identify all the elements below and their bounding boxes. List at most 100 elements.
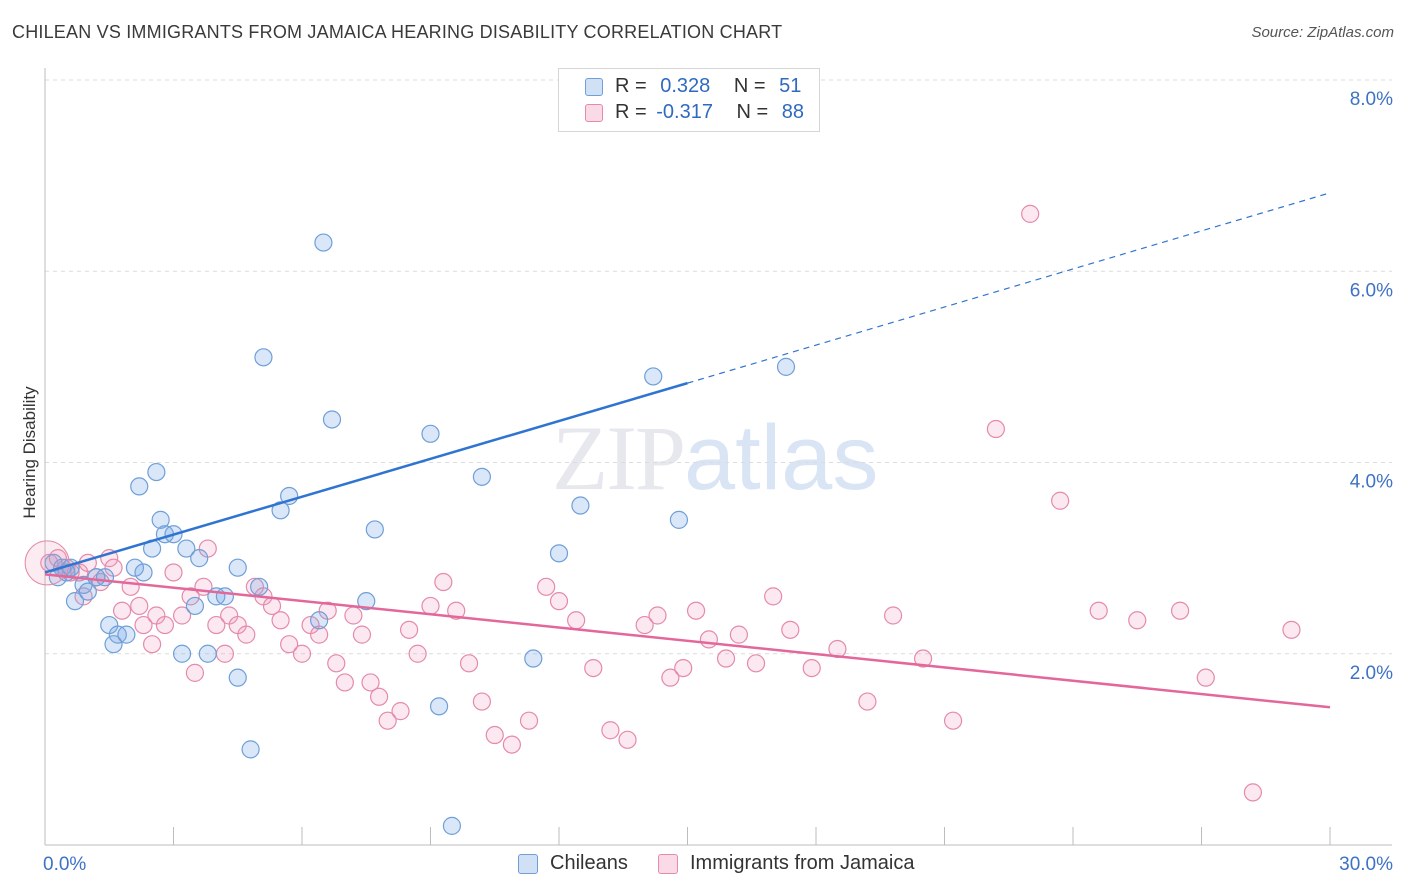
jamaica-point <box>421 596 440 616</box>
chileans-trend-line <box>44 381 688 574</box>
jamaica-point <box>310 625 329 644</box>
jamaica-point <box>207 615 226 635</box>
jamaica-point <box>280 635 299 654</box>
jamaica-point <box>142 635 162 654</box>
chileans-point <box>147 462 166 482</box>
jamaica-point <box>134 615 153 635</box>
chileans-point <box>151 510 170 529</box>
jamaica-point <box>1089 601 1108 620</box>
jamaica-point <box>447 601 466 620</box>
jamaica-point <box>781 620 800 639</box>
y-tick-label: 4.0% <box>1350 472 1393 493</box>
jamaica-point <box>519 711 539 730</box>
n-label: N = <box>733 75 766 97</box>
chart-title: CHILEAN VS IMMIGRANTS FROM JAMAICA HEARI… <box>12 22 783 42</box>
jamaica-point <box>686 601 706 620</box>
jamaica-trend-line <box>44 573 1331 709</box>
jamaica-point <box>24 540 70 586</box>
chileans-trend-extension <box>687 192 1331 384</box>
jamaica-point <box>237 625 256 644</box>
jamaica-point <box>352 625 372 644</box>
chileans-point <box>357 592 376 611</box>
jamaica-point <box>502 735 521 754</box>
chileans-point <box>250 577 269 596</box>
x-tick-label: 30.0% <box>1339 854 1393 875</box>
watermark: ZIPatlas <box>552 405 878 511</box>
jamaica-point <box>618 730 637 749</box>
jamaica-point <box>943 711 963 730</box>
jamaica-point <box>986 419 1006 439</box>
jamaica-point <box>1128 611 1147 630</box>
jamaica-point <box>729 625 749 644</box>
jamaica-point <box>185 663 205 682</box>
jamaica-point <box>746 654 766 673</box>
chileans-point <box>365 520 384 539</box>
chileans-point <box>241 740 260 759</box>
jamaica-point <box>537 577 556 596</box>
chileans-point <box>177 539 196 558</box>
jamaica-point <box>399 620 419 639</box>
jamaica-point <box>378 711 397 730</box>
chileans-point <box>254 348 273 367</box>
y-tick-label: 6.0% <box>1350 280 1393 301</box>
y-axis-label: Hearing Disability <box>20 386 39 519</box>
jamaica-point <box>335 673 354 692</box>
chileans-point <box>644 367 663 386</box>
chileans-point <box>549 544 569 563</box>
r-label: R = <box>615 101 647 123</box>
jamaica-point <box>1051 491 1070 510</box>
jamaica-point <box>635 615 654 635</box>
y-tick-label: 8.0% <box>1350 89 1393 110</box>
jamaica-point <box>155 615 175 635</box>
chileans-point <box>421 424 440 443</box>
chileans-point <box>322 410 342 429</box>
jamaica-point <box>764 587 783 606</box>
jamaica-point <box>1021 204 1040 223</box>
jamaica-point <box>434 572 453 592</box>
n-value: 88 <box>781 101 805 123</box>
stats-legend: R = 0.328 N = 51 R = -0.317 N = 88 <box>558 68 820 132</box>
chileans-point <box>185 596 205 616</box>
chileans-point <box>442 816 462 835</box>
jamaica-point <box>567 611 586 630</box>
chileans-point <box>130 477 149 496</box>
jamaica-point <box>1170 601 1190 620</box>
chileans-point <box>429 697 449 716</box>
jamaica-swatch <box>658 854 678 874</box>
x-tick-label: 0.0% <box>43 854 86 875</box>
jamaica-point <box>648 606 667 625</box>
chileans-point <box>571 496 590 515</box>
jamaica-point <box>716 649 736 668</box>
jamaica-point <box>164 563 183 582</box>
jamaica-point <box>459 654 479 673</box>
jamaica-point <box>601 721 620 740</box>
jamaica-point <box>130 596 149 616</box>
jamaica-point <box>883 606 903 625</box>
jamaica-point <box>271 611 290 630</box>
jamaica-point <box>858 692 877 711</box>
jamaica-point <box>112 601 132 620</box>
series-legend: Chileans Immigrants from Jamaica <box>0 852 1406 878</box>
jamaica-point <box>172 606 192 625</box>
chileans-swatch <box>518 854 538 874</box>
jamaica-point <box>344 606 363 625</box>
n-label: N = <box>736 101 769 123</box>
r-label: R = <box>615 75 647 97</box>
chileans-point <box>472 467 491 486</box>
jamaica-point <box>802 658 821 678</box>
chileans-point <box>134 563 153 582</box>
chileans-point <box>44 553 63 573</box>
jamaica-point <box>549 592 569 611</box>
chileans-point <box>190 549 209 568</box>
jamaica-point <box>408 644 427 663</box>
chileans-point <box>125 558 145 577</box>
watermark-atlas: atlas <box>684 407 879 509</box>
chileans-point <box>669 510 689 529</box>
n-value: 51 <box>779 75 802 97</box>
chileans-swatch <box>585 78 603 96</box>
jamaica-point <box>472 692 491 711</box>
jamaica-point <box>370 687 389 706</box>
chileans-point <box>172 644 192 663</box>
jamaica-point <box>327 654 346 673</box>
